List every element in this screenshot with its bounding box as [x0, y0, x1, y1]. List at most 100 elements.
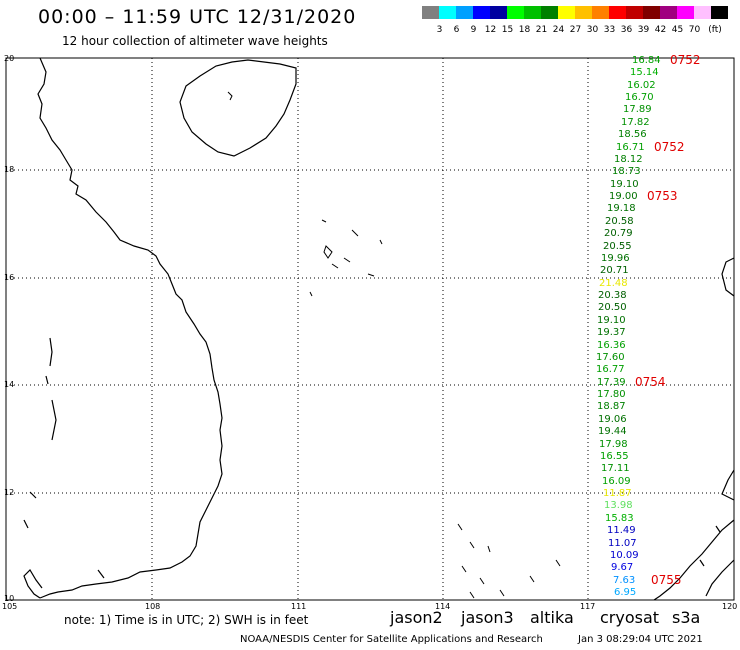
legend-swatch: [456, 6, 473, 19]
legend-swatch: [439, 6, 456, 19]
islands-spratly: [457, 523, 561, 599]
legend-label: 27: [569, 25, 582, 35]
legend-label: 30: [586, 25, 599, 35]
legend-unit: (ft): [708, 25, 722, 35]
satellite-altika: altika: [530, 608, 574, 627]
wave-height-value: 19.06: [598, 414, 627, 425]
page-subtitle: 12 hour collection of altimeter wave hei…: [62, 34, 328, 48]
legend-swatch: [643, 6, 660, 19]
legend-label: 36: [620, 25, 633, 35]
legend-swatch: [473, 6, 490, 19]
wave-height-value: 6.95: [614, 587, 637, 598]
wave-height-value: 17.82: [621, 117, 650, 128]
y-tick-label: 20: [4, 54, 15, 63]
coastline-gulf: [23, 569, 43, 599]
legend-swatch: [422, 6, 439, 19]
island-hainan-detail: [227, 91, 233, 101]
wave-height-value: 17.11: [601, 463, 630, 474]
legend-label: 70: [688, 25, 701, 35]
wave-height-value: 16.77: [596, 364, 625, 375]
wave-height-value: 16.55: [600, 451, 629, 462]
wave-height-value: 16.02: [627, 80, 656, 91]
wave-height-value: 17.98: [599, 439, 628, 450]
wave-height-value: 18.73: [612, 166, 641, 177]
legend-swatch: [524, 6, 541, 19]
wave-height-value: 16.70: [625, 92, 654, 103]
x-tick-label: 111: [291, 602, 307, 611]
wave-height-value: 20.71: [600, 265, 629, 276]
wave-height-value: 9.67: [611, 562, 634, 573]
wave-height-value: 10.09: [610, 550, 639, 561]
legend-swatch: [694, 6, 711, 19]
islands-paracel: [309, 219, 383, 297]
legend-swatch: [660, 6, 677, 19]
wave-height-value: 11.49: [607, 525, 636, 536]
wave-height-value: 19.10: [610, 179, 639, 190]
wave-height-value: 15.14: [630, 67, 659, 78]
map-grid: [6, 58, 734, 600]
island-hainan: [179, 59, 297, 157]
pass-time-label: 0755: [651, 573, 682, 587]
x-tick-label: 120: [722, 602, 738, 611]
legend-swatch: [541, 6, 558, 19]
legend-label: 21: [535, 25, 548, 35]
legend-label: 9: [470, 25, 477, 35]
legend-label: 24: [552, 25, 565, 35]
y-tick-label: 14: [4, 380, 15, 389]
legend-swatch: [558, 6, 575, 19]
wave-height-value: 19.10: [597, 315, 626, 326]
wave-height-value: 18.87: [597, 401, 626, 412]
pass-time-label: 0753: [647, 189, 678, 203]
legend-label: 45: [671, 25, 684, 35]
x-tick-label: 117: [580, 602, 596, 611]
y-tick-label: 12: [4, 488, 15, 497]
wave-height-value: 17.89: [623, 104, 652, 115]
wave-height-value: 16.09: [602, 476, 631, 487]
wave-height-value: 20.55: [603, 241, 632, 252]
generated-timestamp: Jan 3 08:29:04 UTC 2021: [578, 634, 703, 645]
wave-height-value: 19.44: [598, 426, 627, 437]
legend-swatch: [711, 6, 728, 19]
x-tick-label: 108: [145, 602, 161, 611]
map-frame: [5, 57, 735, 601]
wave-height-value: 20.79: [604, 228, 633, 239]
wave-height-value: 7.63: [613, 575, 636, 586]
legend-swatch: [677, 6, 694, 19]
wave-height-value: 18.56: [618, 129, 647, 140]
satellite-jason3: jason3: [461, 608, 514, 627]
legend-label: 3: [436, 25, 443, 35]
wave-height-value: 17.60: [596, 352, 625, 363]
legend-label: 15: [501, 25, 514, 35]
satellite-cryosat: cryosat: [600, 608, 660, 627]
wave-height-value: 17.39: [597, 377, 626, 388]
x-tick-label: 105: [2, 602, 18, 611]
x-tick-label: 114: [435, 602, 451, 611]
credit-text: NOAA/NESDIS Center for Satellite Applica…: [240, 634, 543, 645]
y-tick-label: 18: [4, 165, 15, 174]
wave-height-value: 19.96: [601, 253, 630, 264]
legend-label: 42: [654, 25, 667, 35]
legend-swatch: [507, 6, 524, 19]
legend-label: 33: [603, 25, 616, 35]
pass-time-label: 0752: [670, 53, 701, 67]
wave-height-value: 17.80: [597, 389, 626, 400]
legend-swatch: [609, 6, 626, 19]
wave-height-value: 20.38: [598, 290, 627, 301]
legend-swatch: [575, 6, 592, 19]
wave-height-value: 21.48: [599, 278, 628, 289]
legend-swatch: [592, 6, 609, 19]
y-tick-label: 10: [4, 594, 15, 603]
wave-height-value: 19.00: [609, 191, 638, 202]
wave-height-value: 16.71: [616, 142, 645, 153]
coastline-vietnam: [37, 57, 223, 599]
legend-label: 39: [637, 25, 650, 35]
pass-time-label: 0754: [635, 375, 666, 389]
wave-height-value: 20.58: [605, 216, 634, 227]
legend-swatch: [626, 6, 643, 19]
wave-height-value: 18.12: [614, 154, 643, 165]
y-tick-label: 16: [4, 273, 15, 282]
wave-height-value: 20.50: [598, 302, 627, 313]
page-title: 00:00 – 11:59 UTC 12/31/2020: [38, 6, 357, 28]
wave-height-value: 11.07: [608, 538, 637, 549]
